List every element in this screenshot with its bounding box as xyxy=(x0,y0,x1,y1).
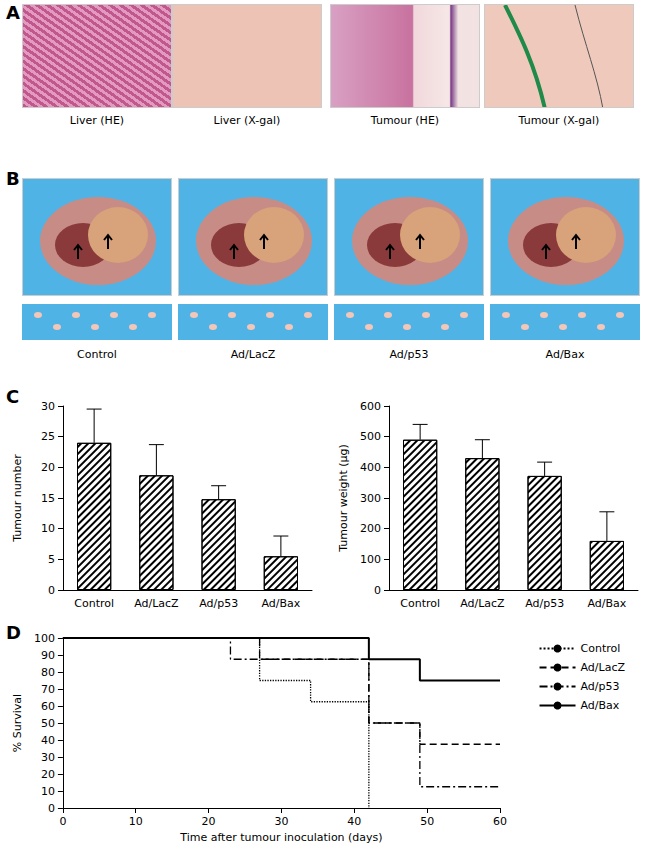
svg-text:Ad/p53: Ad/p53 xyxy=(581,680,620,693)
svg-text:100: 100 xyxy=(360,553,381,566)
html-text:D: D xyxy=(6,622,21,643)
svg-text:Ad/LacZ: Ad/LacZ xyxy=(134,597,179,610)
svg-text:40: 40 xyxy=(347,815,361,828)
svg-text:20: 20 xyxy=(202,815,216,828)
svg-text:60: 60 xyxy=(41,700,55,713)
svg-text:Control: Control xyxy=(581,642,621,655)
svg-text:90: 90 xyxy=(41,649,55,662)
svg-text:Time after tumour inoculation: Time after tumour inoculation (days) xyxy=(179,831,382,844)
svg-text:50: 50 xyxy=(420,815,434,828)
svg-text:70: 70 xyxy=(41,683,55,696)
svg-text:40: 40 xyxy=(41,734,55,747)
svg-text:60: 60 xyxy=(493,815,507,828)
svg-text:10: 10 xyxy=(41,785,55,798)
html-text:Tumour (X-gal): Tumour (X-gal) xyxy=(518,114,600,127)
html-text:Liver (HE): Liver (HE) xyxy=(69,114,125,127)
svg-text:80: 80 xyxy=(41,666,55,679)
svg-text:30: 30 xyxy=(274,815,288,828)
svg-text:0: 0 xyxy=(48,584,55,597)
svg-text:Ad/LacZ: Ad/LacZ xyxy=(581,661,626,674)
svg-text:0: 0 xyxy=(59,815,66,828)
svg-text:20: 20 xyxy=(41,461,55,474)
svg-text:Ad/LacZ: Ad/LacZ xyxy=(460,597,505,610)
html-text:Ad/p53: Ad/p53 xyxy=(389,348,429,361)
html-text:A: A xyxy=(6,2,20,23)
html-text:Control: Control xyxy=(77,348,117,361)
html-text:B: B xyxy=(6,168,20,189)
html-text:Ad/Bax: Ad/Bax xyxy=(545,348,585,361)
svg-text:100: 100 xyxy=(34,632,55,645)
svg-text:Control: Control xyxy=(400,597,440,610)
svg-text:0: 0 xyxy=(48,802,55,815)
html-text:Ad/LacZ: Ad/LacZ xyxy=(230,348,276,361)
svg-text:30: 30 xyxy=(41,400,55,413)
svg-text:200: 200 xyxy=(360,522,381,535)
svg-text:Ad/Bax: Ad/Bax xyxy=(261,597,300,610)
html-text:C: C xyxy=(6,386,20,407)
svg-text:Control: Control xyxy=(74,597,114,610)
svg-text:Tumour number: Tumour number xyxy=(11,454,24,543)
svg-text:50: 50 xyxy=(41,717,55,730)
svg-text:10: 10 xyxy=(41,522,55,535)
svg-text:Ad/p53: Ad/p53 xyxy=(199,597,238,610)
svg-text:25: 25 xyxy=(41,430,55,443)
svg-text:400: 400 xyxy=(360,461,381,474)
svg-text:% Survival: % Survival xyxy=(11,694,24,752)
svg-text:600: 600 xyxy=(360,400,381,413)
svg-text:15: 15 xyxy=(41,492,55,505)
svg-text:Ad/p53: Ad/p53 xyxy=(525,597,564,610)
svg-text:20: 20 xyxy=(41,768,55,781)
svg-text:Ad/Bax: Ad/Bax xyxy=(587,597,626,610)
svg-text:0: 0 xyxy=(374,584,381,597)
html-text:Tumour (HE): Tumour (HE) xyxy=(370,114,440,127)
svg-text:Tumour weight (μg): Tumour weight (μg) xyxy=(337,444,350,553)
html-text:Liver (X-gal): Liver (X-gal) xyxy=(213,114,281,127)
svg-text:300: 300 xyxy=(360,492,381,505)
svg-text:10: 10 xyxy=(129,815,143,828)
svg-text:5: 5 xyxy=(48,553,55,566)
svg-text:500: 500 xyxy=(360,430,381,443)
svg-text:Ad/Bax: Ad/Bax xyxy=(581,699,620,712)
svg-text:30: 30 xyxy=(41,751,55,764)
